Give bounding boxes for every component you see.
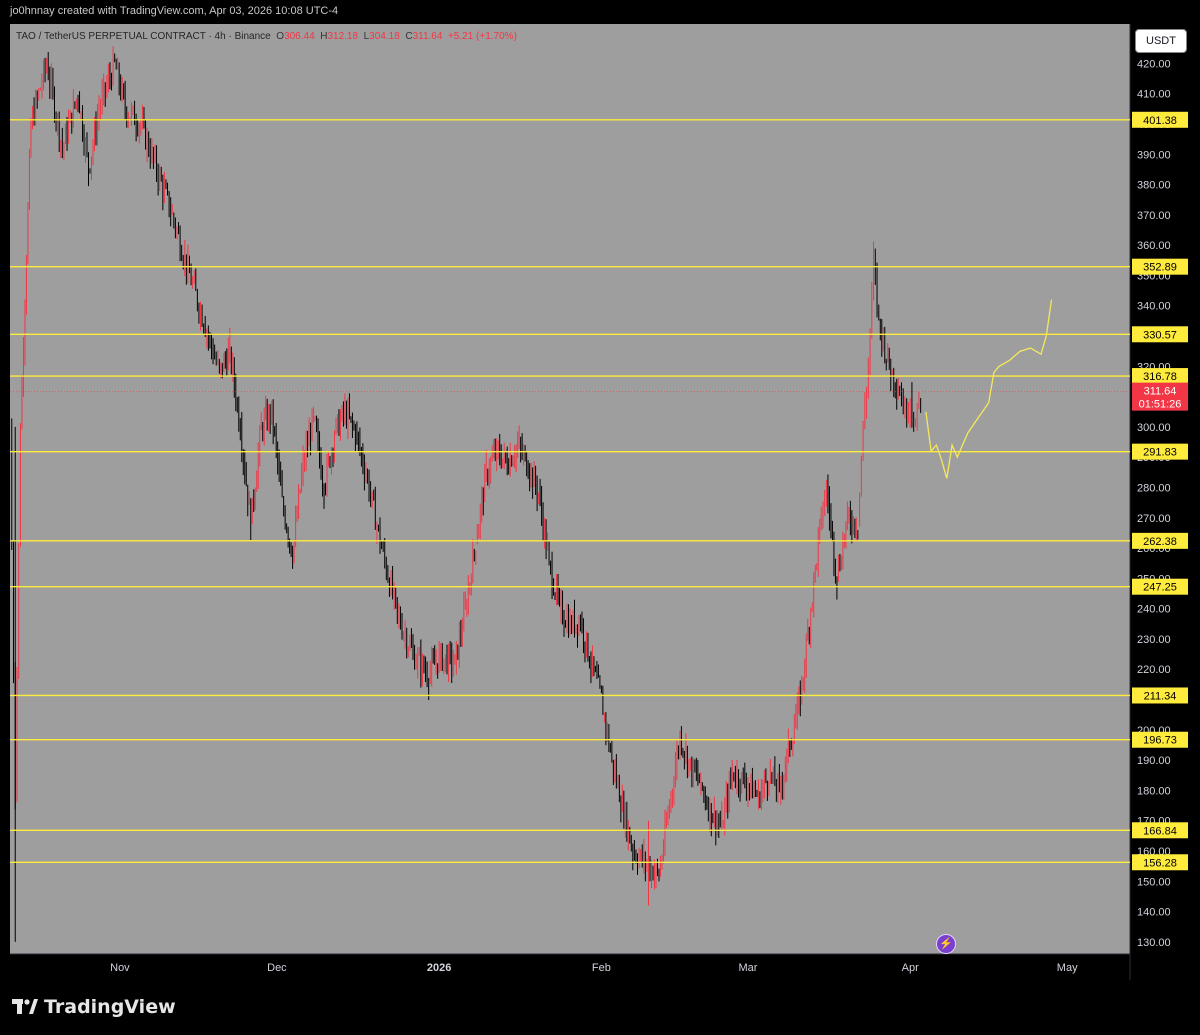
y-tick-label: 220.00 bbox=[1137, 664, 1171, 676]
level-tag bbox=[1132, 111, 1188, 128]
x-tick-label: May bbox=[1057, 962, 1078, 974]
level-label: 247.25 bbox=[1143, 582, 1177, 594]
lightning-icon[interactable]: ⚡ bbox=[936, 934, 956, 954]
price-axis bbox=[1130, 24, 1190, 980]
y-tick-label: 420.00 bbox=[1137, 58, 1171, 70]
tradingview-logo-icon bbox=[12, 999, 38, 1014]
y-tick-label: 370.00 bbox=[1137, 210, 1171, 222]
y-tick-label: 180.00 bbox=[1137, 785, 1171, 797]
x-tick-label: 2026 bbox=[427, 962, 451, 974]
y-tick-label: 230.00 bbox=[1137, 634, 1171, 646]
low-label: L bbox=[363, 31, 370, 42]
y-tick-label: 340.00 bbox=[1137, 301, 1171, 313]
open-label: O bbox=[276, 31, 285, 42]
y-tick-label: 240.00 bbox=[1137, 604, 1171, 616]
y-tick-label: 130.00 bbox=[1137, 937, 1171, 949]
last-price-tag bbox=[1132, 382, 1188, 411]
x-tick-label: Feb bbox=[592, 962, 611, 974]
y-tick-label: 150.00 bbox=[1137, 876, 1171, 888]
tradingview-logo: TradingView bbox=[12, 996, 176, 1018]
level-tag bbox=[1132, 258, 1188, 275]
x-tick-label: Nov bbox=[110, 962, 130, 974]
level-label: 166.84 bbox=[1143, 825, 1177, 837]
projection-path bbox=[925, 299, 1053, 479]
level-label: 352.89 bbox=[1143, 262, 1177, 274]
level-tag bbox=[1132, 822, 1188, 839]
last-price-label: 311.64 bbox=[1144, 386, 1177, 398]
y-tick-label: 140.00 bbox=[1137, 907, 1171, 919]
high-label: H bbox=[320, 31, 328, 42]
level-label: 211.34 bbox=[1144, 690, 1177, 702]
y-tick-label: 280.00 bbox=[1137, 482, 1171, 494]
close-value: 311.64 bbox=[412, 31, 443, 42]
y-tick-label: 300.00 bbox=[1137, 422, 1171, 434]
y-tick-label: 190.00 bbox=[1137, 755, 1171, 767]
level-tag bbox=[1132, 578, 1188, 595]
change-value: +5.21 (+1.70%) bbox=[447, 31, 517, 42]
x-tick-label: Mar bbox=[738, 962, 757, 974]
y-tick-label: 380.00 bbox=[1137, 180, 1171, 192]
y-tick-label: 410.00 bbox=[1137, 89, 1171, 101]
level-label: 291.83 bbox=[1143, 447, 1177, 459]
top-bar: jo0hnnay created with TradingView.com, A… bbox=[0, 0, 1200, 24]
level-tag bbox=[1132, 443, 1188, 460]
footer-bar: TradingView bbox=[0, 980, 1200, 1035]
level-label: 401.38 bbox=[1143, 115, 1177, 127]
x-tick-label: Dec bbox=[267, 962, 287, 974]
level-label: 196.73 bbox=[1143, 735, 1177, 747]
level-tag bbox=[1132, 687, 1188, 704]
level-label: 330.57 bbox=[1143, 329, 1177, 341]
high-value: 312.18 bbox=[327, 31, 359, 42]
level-label: 156.28 bbox=[1143, 857, 1177, 869]
y-tick-label: 390.00 bbox=[1137, 149, 1171, 161]
countdown-label: 01:51:26 bbox=[1139, 399, 1182, 411]
level-tag bbox=[1132, 854, 1188, 871]
y-tick-label: 360.00 bbox=[1137, 240, 1171, 252]
symbol-name: TAO / TetherUS PERPETUAL CONTRACT · 4h ·… bbox=[16, 31, 271, 42]
level-label: 316.78 bbox=[1143, 371, 1177, 383]
level-tag bbox=[1132, 368, 1188, 385]
time-axis bbox=[10, 954, 1130, 980]
low-value: 304.18 bbox=[369, 31, 400, 42]
close-label: C bbox=[405, 31, 413, 42]
brand-name: TradingView bbox=[44, 996, 176, 1018]
open-value: 306.44 bbox=[284, 31, 315, 42]
plot-area bbox=[10, 24, 1130, 954]
currency-button[interactable]: USDT bbox=[1135, 29, 1187, 53]
candles bbox=[11, 46, 922, 942]
y-tick-label: 270.00 bbox=[1137, 513, 1171, 525]
level-tag bbox=[1132, 326, 1188, 343]
level-tag bbox=[1132, 731, 1188, 748]
level-tag bbox=[1132, 532, 1188, 549]
symbol-header: TAO / TetherUS PERPETUAL CONTRACT · 4h ·… bbox=[16, 31, 517, 42]
credit-text: jo0hnnay created with TradingView.com, A… bbox=[10, 5, 339, 17]
x-tick-label: Apr bbox=[902, 962, 919, 974]
level-label: 262.38 bbox=[1143, 536, 1177, 548]
price-chart[interactable]: 420.00410.00400.00390.00380.00370.00360.… bbox=[10, 24, 1190, 980]
